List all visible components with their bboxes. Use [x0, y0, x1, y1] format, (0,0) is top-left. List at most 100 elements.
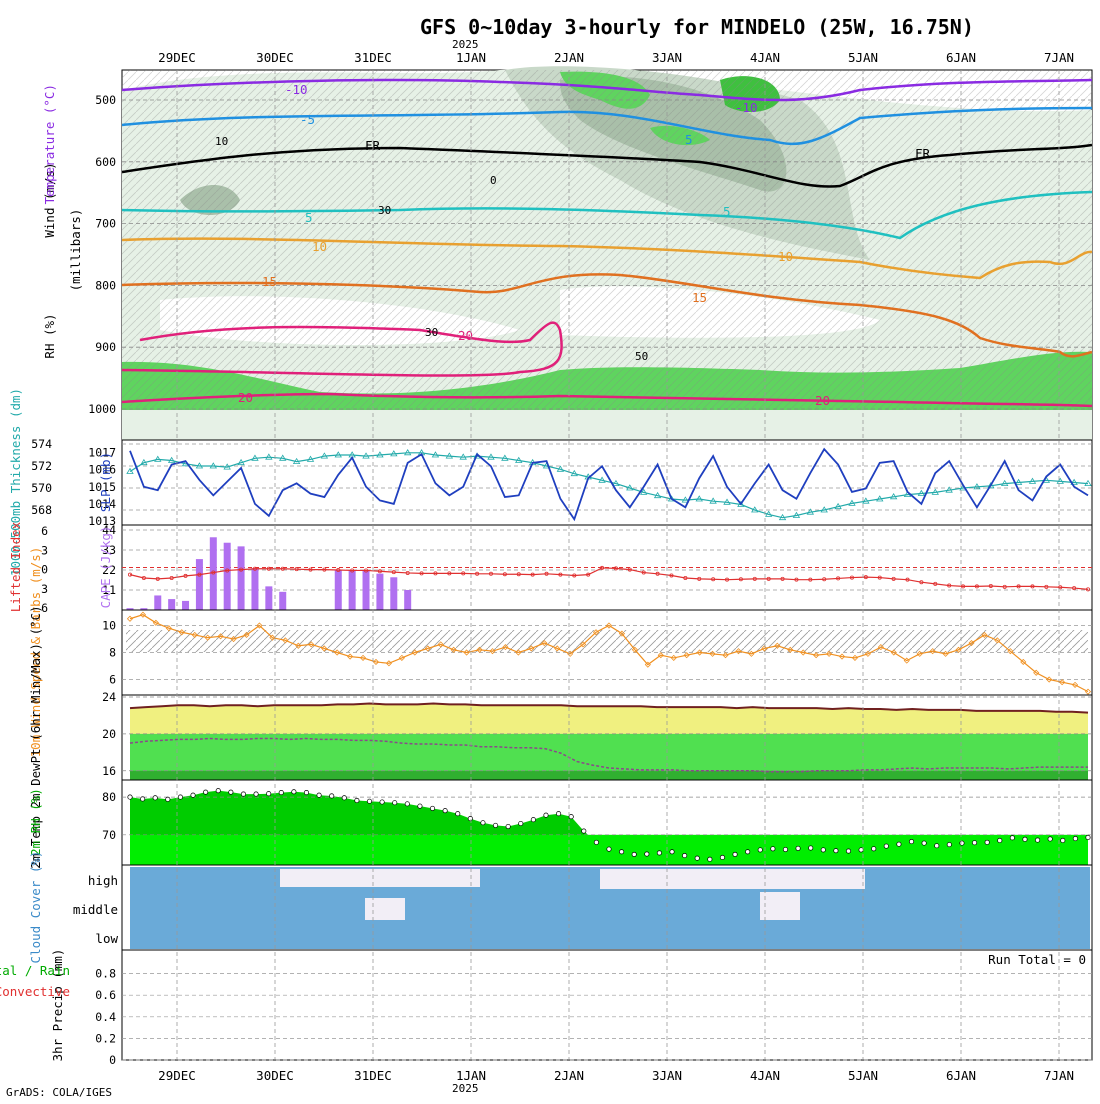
- thickness-point: [501, 454, 509, 461]
- isotherm-label-minus10-b: -10: [735, 100, 758, 115]
- lifted-index-point: [197, 572, 202, 577]
- date-label-top: 29DEC: [158, 50, 196, 65]
- wind-point: [554, 645, 561, 652]
- lifted-index-points: [127, 565, 1091, 592]
- thickness-point: [1084, 479, 1092, 486]
- wind-point: [787, 646, 794, 653]
- rh-point: [177, 794, 183, 800]
- lifted-index-point: [155, 576, 160, 581]
- rh-point: [871, 846, 877, 852]
- thickness-point: [876, 495, 884, 502]
- temp-tick-label: 20: [102, 727, 116, 741]
- rh-point: [530, 817, 536, 823]
- cloud-level-high: high: [88, 873, 118, 888]
- cloud-panel: high middle low Cloud Cover (%): [28, 851, 1093, 963]
- rh-label-0: 0: [490, 174, 497, 187]
- lifted-index-point: [1016, 584, 1021, 589]
- pressure-tick-label: 1000: [88, 402, 116, 416]
- rh-point: [757, 847, 763, 853]
- lifted-index-tick-label: 6: [41, 524, 48, 538]
- date-label-bottom: 7JAN: [1044, 1068, 1074, 1083]
- rh-point: [1047, 836, 1053, 842]
- lifted-index-point: [836, 576, 841, 581]
- lifted-index-tick-label: 3: [41, 543, 48, 557]
- thickness-point: [945, 486, 953, 493]
- cape-bar: [195, 559, 203, 610]
- isotherm-label-5: 5: [305, 210, 313, 225]
- wind-point: [994, 637, 1001, 644]
- isotherm-label-20-c: 20: [815, 393, 830, 408]
- footer-credit: GrADS: COLA/IGES: [6, 1086, 112, 1099]
- rh-point: [505, 823, 511, 830]
- lifted-index-point: [752, 576, 757, 581]
- thickness-point: [917, 489, 926, 496]
- precip-tick-label: 0.6: [95, 988, 116, 1002]
- isotherm-minus5: [121, 106, 1093, 146]
- wind-point: [489, 648, 496, 655]
- cape-li-panel: 6 3 0 3 6 11 22 33 44 Lifted Index CAPE (J/kg): [8, 521, 1093, 615]
- lifted-index-point: [725, 577, 730, 582]
- rh-point: [303, 790, 310, 796]
- dewpoint-dark-band: [130, 770, 1088, 780]
- wind-point: [321, 645, 328, 652]
- rh-point: [682, 853, 688, 859]
- thickness-point: [292, 457, 301, 464]
- cape-bar: [265, 586, 273, 610]
- wind-point: [1071, 681, 1079, 688]
- thickness-point: [195, 462, 204, 469]
- wind-point: [709, 650, 716, 657]
- cape-bars: [126, 537, 412, 610]
- thickness-point: [792, 511, 801, 518]
- isotherm-fr: [121, 143, 1093, 188]
- precip-legend-convective: Convective: [0, 984, 70, 999]
- thickness-point: [723, 498, 731, 505]
- thickness-point: [140, 458, 148, 466]
- wind-point: [929, 648, 936, 655]
- wind-point: [282, 637, 289, 644]
- temp2m-y-ticks: 16 20 24: [102, 690, 116, 778]
- wind10m-barbs: [126, 630, 1088, 652]
- wind-point: [735, 648, 742, 655]
- slp-tick-label: 1017: [88, 446, 116, 460]
- cape-tick-label: 11: [102, 583, 116, 597]
- wind-point: [580, 641, 587, 648]
- lifted-index-point: [822, 577, 827, 582]
- wind-point: [269, 634, 276, 641]
- pressure-tick-label: 800: [95, 278, 116, 292]
- lifted-index-point: [766, 576, 771, 581]
- lifted-index-point: [336, 568, 341, 573]
- wind-point: [631, 646, 638, 653]
- wind-point: [398, 654, 405, 661]
- temp2m-axis-label: 2m Temp 2m DewPt (6hr Min/Max) (°C): [28, 605, 43, 868]
- thickness-point: [709, 497, 717, 504]
- thickness-point: [1070, 478, 1078, 485]
- lifted-index-point: [613, 566, 618, 571]
- wind-point: [528, 645, 535, 652]
- wind-point: [1084, 688, 1092, 695]
- thickness-point: [931, 488, 939, 495]
- thickness-point: [1000, 479, 1009, 486]
- thickness-point: [445, 452, 454, 459]
- pressure-tick-label: 500: [95, 93, 116, 107]
- lifted-index-point: [419, 571, 424, 576]
- isotherm-label-fr-b: FR: [915, 146, 931, 161]
- lifted-index-point: [738, 577, 743, 582]
- wind-point: [567, 650, 574, 657]
- thickness-point: [487, 453, 495, 460]
- rh-point: [1060, 837, 1066, 844]
- lifted-index-point: [683, 576, 688, 581]
- rh-point: [770, 846, 776, 852]
- wind-point: [955, 646, 962, 653]
- lifted-index-point: [1058, 585, 1063, 590]
- lifted-index-point: [461, 571, 466, 576]
- wind-point: [774, 642, 781, 649]
- slp-y-ticks: 1013 1014 1015 1016 1017: [88, 446, 116, 528]
- wind-point: [126, 615, 134, 622]
- rh-point: [392, 800, 398, 806]
- date-gridlines: [176, 70, 1060, 1060]
- isotherm-label-5-b: 5: [723, 204, 731, 219]
- wind-point: [1020, 658, 1027, 666]
- lifted-index-point: [600, 565, 605, 570]
- isotherm-label-minus5: -5: [300, 112, 315, 127]
- lifted-index-point: [502, 572, 507, 577]
